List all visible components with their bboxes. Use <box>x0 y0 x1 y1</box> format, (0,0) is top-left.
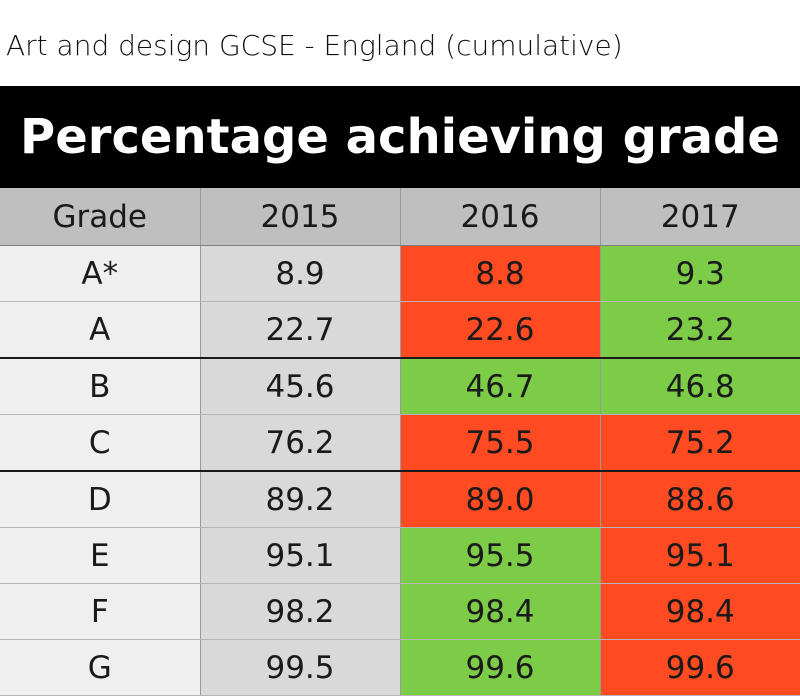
value-cell-2017: 99.6 <box>600 639 800 696</box>
table-title-banner: Percentage achieving grade <box>0 86 800 188</box>
value-cell-2016: 46.7 <box>400 358 601 415</box>
value-cell-2015: 8.9 <box>200 245 401 302</box>
value-cell-2015: 45.6 <box>200 358 401 415</box>
grade-label-cell: G <box>0 639 201 696</box>
value-cell-2016: 22.6 <box>400 301 601 359</box>
value-cell-2015: 98.2 <box>200 583 401 640</box>
header-row: Grade 2015 2016 2017 <box>0 188 800 246</box>
table-row: B 45.6 46.7 46.8 <box>0 358 800 415</box>
value-cell-2017: 46.8 <box>600 358 800 415</box>
grade-label-cell: C <box>0 414 201 472</box>
table-row: E 95.1 95.5 95.1 <box>0 527 800 584</box>
table-row: A* 8.9 8.8 9.3 <box>0 245 800 302</box>
table-body: A* 8.9 8.8 9.3 A 22.7 22.6 23.2 B 45.6 46.7 46.8 C 76… <box>0 245 800 696</box>
column-header-grade: Grade <box>0 188 201 246</box>
table-row: C 76.2 75.5 75.2 <box>0 414 800 472</box>
column-header-2017: 2017 <box>600 188 800 246</box>
value-cell-2016: 8.8 <box>400 245 601 302</box>
value-cell-2015: 22.7 <box>200 301 401 359</box>
grade-label-cell: E <box>0 527 201 584</box>
value-cell-2017: 75.2 <box>600 414 800 472</box>
column-header-2015: 2015 <box>200 188 401 246</box>
value-cell-2017: 9.3 <box>600 245 800 302</box>
value-cell-2015: 89.2 <box>200 471 401 528</box>
table-row: A 22.7 22.6 23.2 <box>0 301 800 359</box>
grade-label-cell: B <box>0 358 201 415</box>
grade-label-cell: D <box>0 471 201 528</box>
value-cell-2015: 76.2 <box>200 414 401 472</box>
table-row: G 99.5 99.6 99.6 <box>0 639 800 696</box>
grade-label-cell: A <box>0 301 201 359</box>
grade-percentage-table: Grade 2015 2016 2017 A* 8.9 8.8 9.3 A 22.7 22.… <box>0 188 800 696</box>
value-cell-2016: 99.6 <box>400 639 601 696</box>
figure-caption: Art and design GCSE - England (cumulativ… <box>6 29 623 62</box>
grade-label-cell: A* <box>0 245 201 302</box>
value-cell-2016: 98.4 <box>400 583 601 640</box>
value-cell-2016: 75.5 <box>400 414 601 472</box>
table-row: F 98.2 98.4 98.4 <box>0 583 800 640</box>
column-header-2016: 2016 <box>400 188 601 246</box>
value-cell-2015: 95.1 <box>200 527 401 584</box>
value-cell-2017: 88.6 <box>600 471 800 528</box>
grade-label-cell: F <box>0 583 201 640</box>
value-cell-2015: 99.5 <box>200 639 401 696</box>
value-cell-2017: 23.2 <box>600 301 800 359</box>
value-cell-2016: 95.5 <box>400 527 601 584</box>
value-cell-2017: 98.4 <box>600 583 800 640</box>
value-cell-2016: 89.0 <box>400 471 601 528</box>
table-row: D 89.2 89.0 88.6 <box>0 471 800 528</box>
value-cell-2017: 95.1 <box>600 527 800 584</box>
